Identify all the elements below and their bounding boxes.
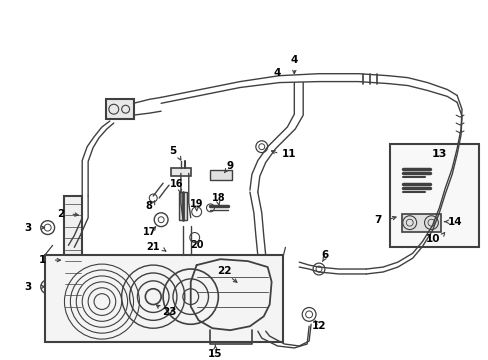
Text: 6: 6	[321, 250, 328, 260]
Text: 2: 2	[57, 209, 64, 219]
Text: 23: 23	[162, 307, 176, 318]
Text: 22: 22	[217, 266, 231, 276]
Text: 21: 21	[146, 242, 160, 252]
Bar	[179, 192, 186, 220]
Text: 14: 14	[447, 217, 462, 227]
Text: 4: 4	[273, 68, 281, 78]
Text: 8: 8	[145, 201, 152, 211]
Text: 3: 3	[24, 282, 32, 292]
Bar	[64, 196, 82, 324]
Text: 16: 16	[170, 179, 183, 189]
Bar	[389, 144, 478, 247]
Text: 10: 10	[426, 234, 440, 244]
Bar	[44, 255, 283, 342]
Bar	[401, 214, 440, 231]
Text: 9: 9	[226, 161, 233, 171]
Text: 19: 19	[189, 199, 203, 209]
Text: 12: 12	[311, 321, 325, 331]
Text: 13: 13	[431, 149, 446, 159]
Bar	[210, 170, 232, 180]
Text: 15: 15	[208, 349, 222, 359]
Bar	[106, 99, 133, 119]
Text: 1: 1	[39, 255, 46, 265]
Text: 20: 20	[189, 240, 203, 250]
Text: 4: 4	[290, 55, 297, 65]
Bar	[171, 168, 190, 176]
Text: 3: 3	[24, 222, 32, 233]
Text: 18: 18	[211, 193, 224, 203]
Text: 11: 11	[282, 149, 296, 159]
Text: 5: 5	[169, 146, 176, 156]
Text: 17: 17	[142, 226, 156, 237]
Text: 7: 7	[374, 215, 381, 225]
